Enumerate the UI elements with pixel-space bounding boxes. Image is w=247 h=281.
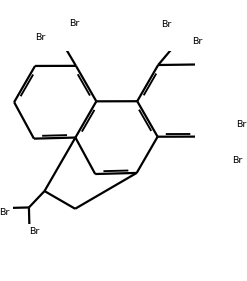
Text: Br: Br <box>29 227 40 236</box>
Text: Br: Br <box>161 20 171 29</box>
Text: Br: Br <box>36 33 46 42</box>
Text: Br: Br <box>236 120 247 129</box>
Text: Br: Br <box>0 208 10 217</box>
Text: Br: Br <box>192 37 202 46</box>
Text: Br: Br <box>69 19 80 28</box>
Text: Br: Br <box>232 156 243 165</box>
